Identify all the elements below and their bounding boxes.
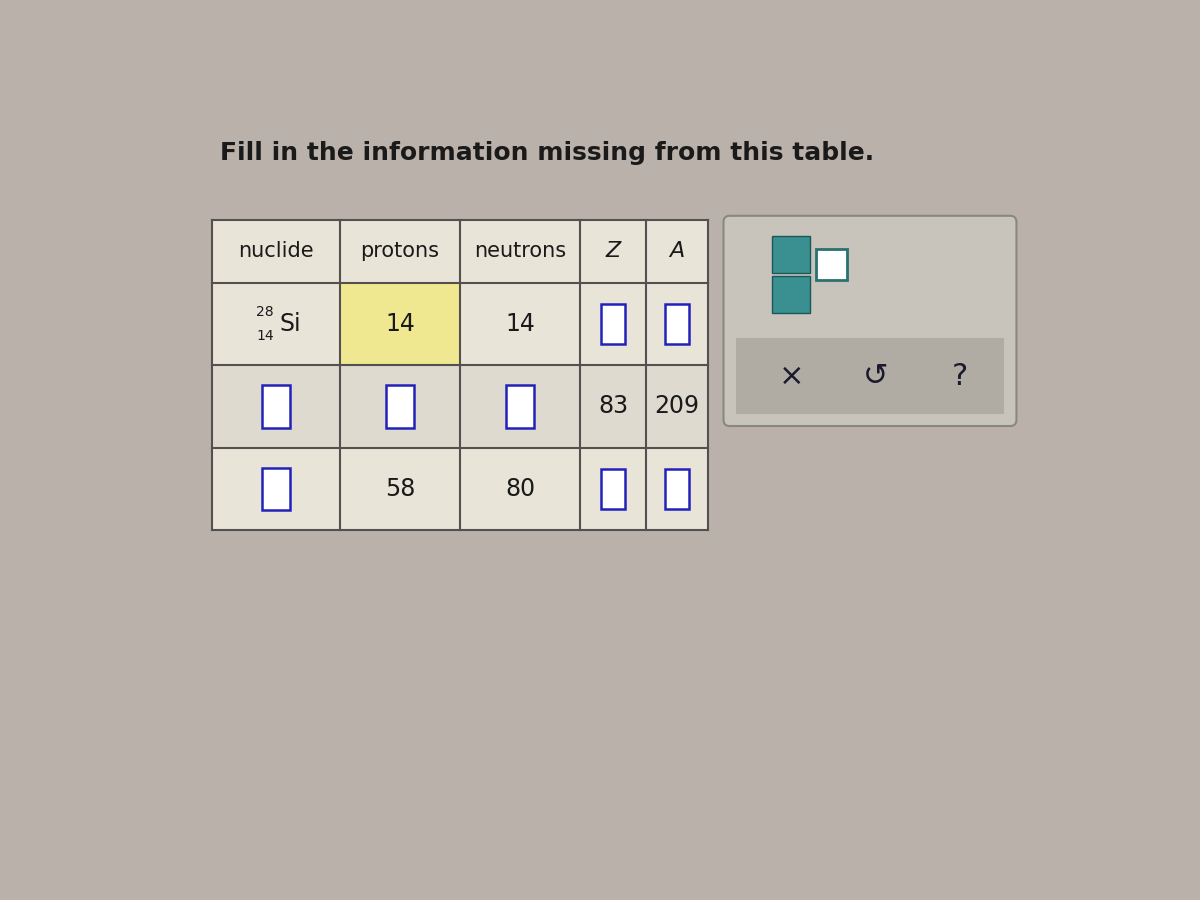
Text: 80: 80 xyxy=(505,477,535,500)
Bar xyxy=(262,385,290,428)
Text: Si: Si xyxy=(280,312,301,336)
Bar xyxy=(262,468,290,510)
Bar xyxy=(601,304,625,344)
Text: ↺: ↺ xyxy=(863,362,888,391)
Text: 209: 209 xyxy=(654,394,700,418)
Bar xyxy=(212,283,708,365)
Text: ×: × xyxy=(779,362,804,391)
Bar xyxy=(340,284,460,364)
Text: nuclide: nuclide xyxy=(238,241,313,261)
Bar xyxy=(212,220,708,530)
Text: 14: 14 xyxy=(505,312,535,336)
Text: 14: 14 xyxy=(256,329,274,343)
Text: ?: ? xyxy=(952,362,968,391)
Text: 83: 83 xyxy=(598,394,628,418)
Bar xyxy=(736,338,1004,414)
Bar xyxy=(816,248,847,280)
Text: 28: 28 xyxy=(256,305,274,319)
Bar xyxy=(212,447,708,530)
Text: 58: 58 xyxy=(385,477,415,500)
Bar xyxy=(601,469,625,508)
Text: 14: 14 xyxy=(385,312,415,336)
Bar xyxy=(506,385,534,428)
Bar xyxy=(773,236,810,273)
Text: Fill in the information missing from this table.: Fill in the information missing from thi… xyxy=(220,140,874,165)
Text: Z: Z xyxy=(606,241,620,261)
Bar xyxy=(773,276,810,313)
Bar xyxy=(665,469,689,508)
Text: protons: protons xyxy=(360,241,439,261)
Bar xyxy=(386,385,414,428)
Text: A: A xyxy=(670,241,685,261)
Text: neutrons: neutrons xyxy=(474,241,566,261)
Bar xyxy=(212,365,708,447)
FancyBboxPatch shape xyxy=(724,216,1016,426)
Bar xyxy=(665,304,689,344)
